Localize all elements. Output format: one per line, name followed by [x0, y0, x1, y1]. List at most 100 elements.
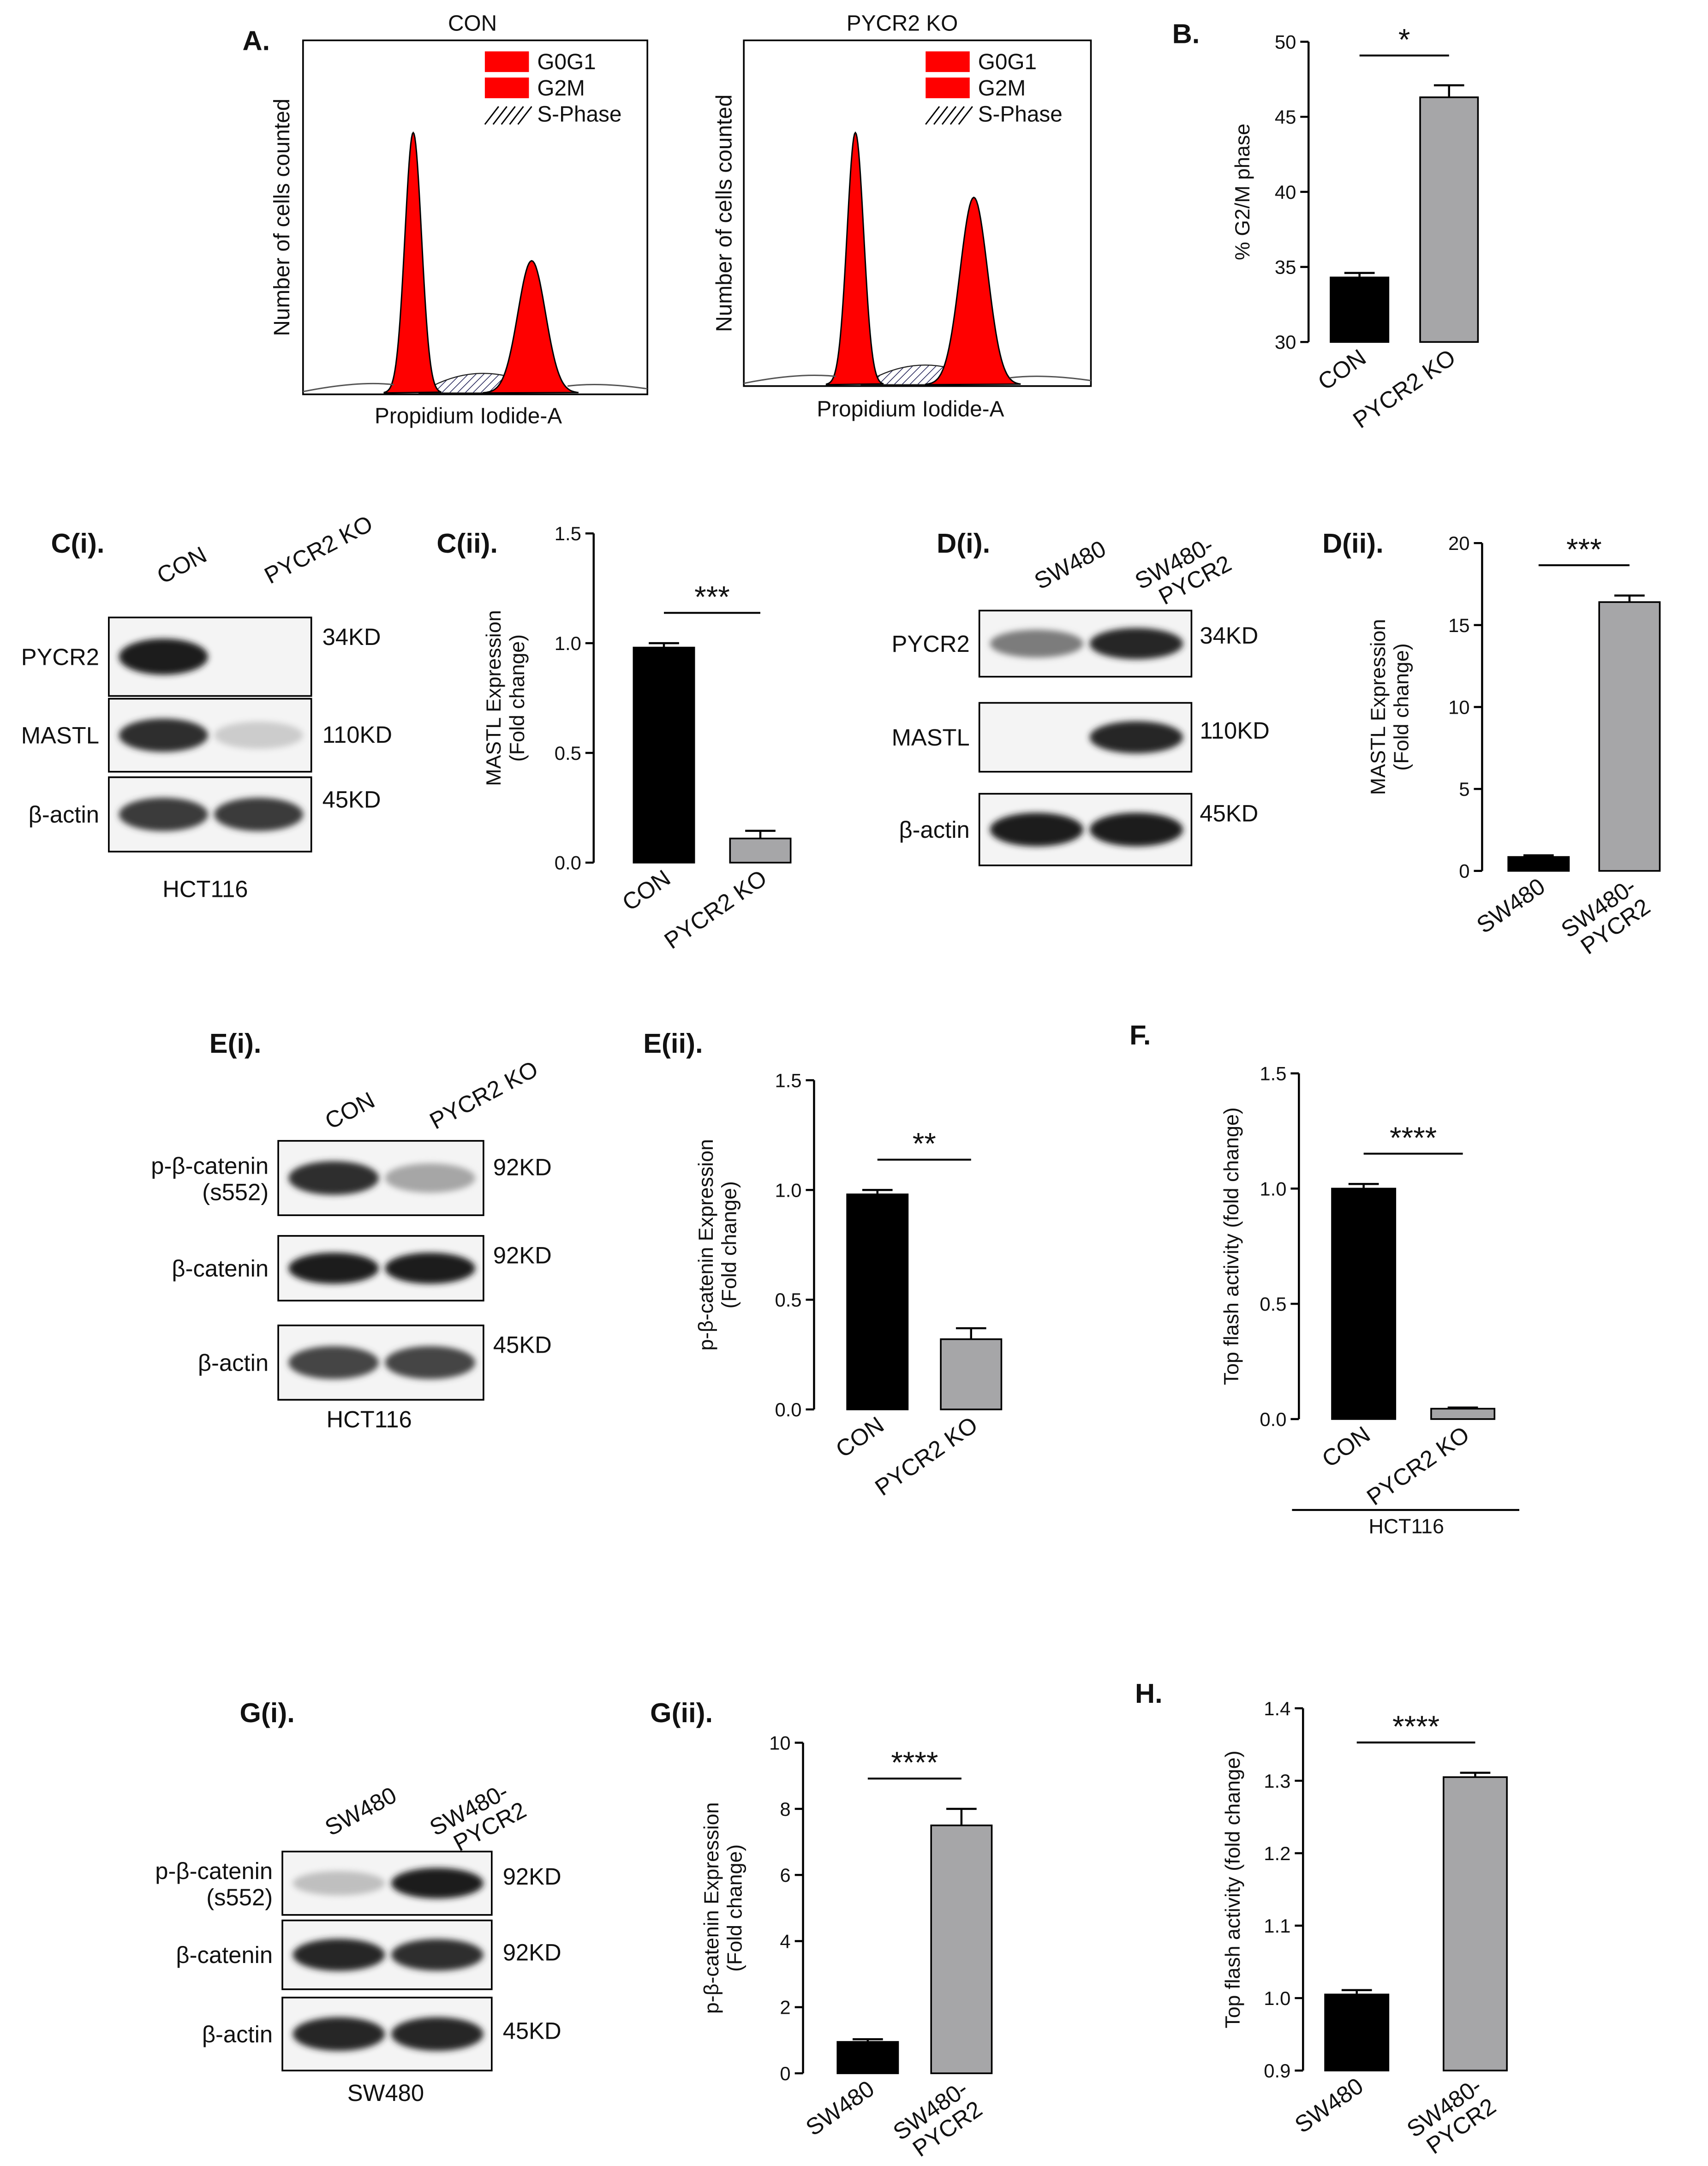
cell-line-label: HCT116 — [327, 1406, 412, 1432]
y-axis-label: Number of cells counted — [712, 95, 736, 332]
y-tick-label: 1.5 — [1260, 1063, 1286, 1085]
lane-label: SW480-PYCR2 — [425, 1774, 531, 1862]
y-tick-label: 1.5 — [555, 523, 581, 544]
significance-stars: *** — [1566, 532, 1602, 566]
protein-label: PYCR2 — [21, 644, 99, 670]
y-tick-label: 5 — [1459, 778, 1469, 800]
y-tick-label: 20 — [1448, 532, 1469, 554]
bar-chart-eii: 0.0 0.5 1.0 1.5 p-β-catenin Expression (Fold … — [694, 1069, 1003, 1501]
mw-label: 92KD — [503, 1863, 561, 1890]
blot-band — [1089, 628, 1183, 659]
protein-label: PYCR2 — [892, 631, 970, 657]
mw-label: 34KD — [322, 624, 381, 650]
y-tick-label: 15 — [1448, 615, 1469, 636]
y-axis-label: p-β-catenin Expression — [694, 1139, 717, 1351]
western-blot-d: SW480 SW480-PYCR2 PYCR2 34KD MASTL 110KD β-act… — [892, 528, 1270, 866]
significance-stars: * — [1398, 23, 1410, 56]
mw-label: 45KD — [1200, 800, 1258, 826]
y-tick-label: 0.5 — [555, 742, 581, 764]
y-axis-label: Top flash activity (fold change) — [1221, 1750, 1244, 2028]
lane-label: PYCR2 KO — [425, 1056, 542, 1134]
legend-label: G0G1 — [978, 50, 1037, 74]
legend-label: G2M — [978, 76, 1026, 101]
histogram-tail — [303, 382, 648, 393]
panel-label-h: H. — [1135, 1678, 1163, 1709]
protein-label: MASTL — [892, 724, 970, 751]
category-label: PYCR2 KO — [659, 865, 771, 954]
category-label-line: PYCR2 KO — [1362, 1421, 1474, 1510]
blot-band — [391, 2017, 484, 2051]
significance-stars: **** — [1392, 1710, 1439, 1743]
legend-swatch — [484, 51, 529, 72]
mw-label: 45KD — [503, 2017, 561, 2044]
protein-label: β-actin — [202, 2021, 273, 2047]
blot-band — [1089, 721, 1183, 754]
lane-label: CON — [321, 1086, 379, 1134]
bar-chart-cii: 0.0 0.5 1.0 1.5 MASTL Expression (Fold change… — [482, 523, 792, 954]
category-label: CON — [831, 1411, 889, 1462]
blot-band — [391, 1868, 484, 1899]
legend-hatch — [933, 106, 949, 125]
histogram-title: PYCR2 KO — [847, 12, 958, 36]
y-tick-label: 1.0 — [1260, 1178, 1286, 1199]
x-axis-label: Propidium Iodide-A — [817, 397, 1004, 422]
legend-label: S-Phase — [978, 102, 1063, 127]
legend-hatch — [509, 106, 524, 125]
y-axis-label: Number of cells counted — [270, 99, 294, 336]
y-tick-label: 0.5 — [1260, 1293, 1286, 1315]
y-axis-label: (Fold change) — [1390, 643, 1413, 770]
blot-band — [293, 1871, 385, 1896]
y-axis-label: Top flash activity (fold change) — [1220, 1107, 1243, 1385]
y-tick-label: 0.0 — [555, 852, 581, 874]
bar — [940, 1338, 1003, 1410]
mw-label: 92KD — [503, 1939, 561, 1965]
category-label: CON — [1317, 1421, 1375, 1472]
bar — [1330, 276, 1390, 343]
bar — [846, 1193, 909, 1410]
y-tick-label: 1.2 — [1264, 1843, 1290, 1864]
lane-label: PYCR2 KO — [260, 510, 377, 589]
blot-band — [119, 798, 208, 831]
y-tick-label: 1.1 — [1264, 1915, 1290, 1937]
panel-label-eii: E(ii). — [643, 1028, 703, 1059]
bar-chart-dii: 0 5 10 15 20 MASTL Expression (Fold change) SW4… — [1367, 532, 1661, 960]
g2m-peak — [483, 260, 579, 394]
y-tick-label: 50 — [1275, 31, 1296, 53]
bar-chart-f: 0.0 0.5 1.0 1.5 Top flash activity (fold cha… — [1220, 1063, 1519, 1538]
significance-stars: **** — [1390, 1121, 1437, 1155]
y-tick-label: 35 — [1275, 257, 1296, 278]
y-tick-label: 0 — [1459, 860, 1469, 882]
mw-label: 45KD — [493, 1332, 552, 1358]
legend-label: G2M — [537, 76, 585, 101]
y-tick-label: 1.3 — [1264, 1770, 1290, 1792]
category-label: PYCR2 KO — [1362, 1421, 1474, 1510]
bar — [1430, 1408, 1496, 1420]
y-tick-label: 0.9 — [1264, 2060, 1290, 2082]
bar — [1442, 1776, 1508, 2071]
mw-label: 45KD — [322, 786, 381, 812]
blot-band — [1089, 812, 1183, 847]
mw-label: 92KD — [493, 1242, 552, 1269]
g0g1-peak — [825, 131, 884, 386]
lane-label: SW480-PYCR2 — [1130, 528, 1236, 616]
cell-line-label: SW480 — [347, 2080, 424, 2106]
blot-band — [385, 1346, 476, 1379]
blot-band — [385, 1163, 476, 1193]
legend-swatch — [926, 51, 970, 72]
mw-label: 92KD — [493, 1154, 552, 1181]
legend-hatch — [941, 106, 957, 125]
protein-label: MASTL — [21, 722, 99, 749]
panel-label-ei: E(i). — [209, 1028, 262, 1059]
blot-band — [990, 812, 1083, 847]
panel-label-f: F. — [1129, 1020, 1151, 1050]
protein-label: β-catenin — [172, 1255, 269, 1282]
category-label: CON — [1313, 344, 1371, 395]
bar — [1507, 856, 1570, 872]
bar — [930, 1824, 993, 2074]
western-blot-g: SW480 SW480-PYCR2 p-β-catenin(s552) 92KD β-c… — [155, 1774, 561, 2106]
category-label: PYCR2 KO — [870, 1411, 982, 1501]
y-tick-label: 0 — [780, 2063, 790, 2084]
g0g1-peak — [383, 131, 442, 394]
y-tick-label: 10 — [769, 1732, 790, 1754]
y-tick-label: 0.5 — [775, 1289, 801, 1311]
